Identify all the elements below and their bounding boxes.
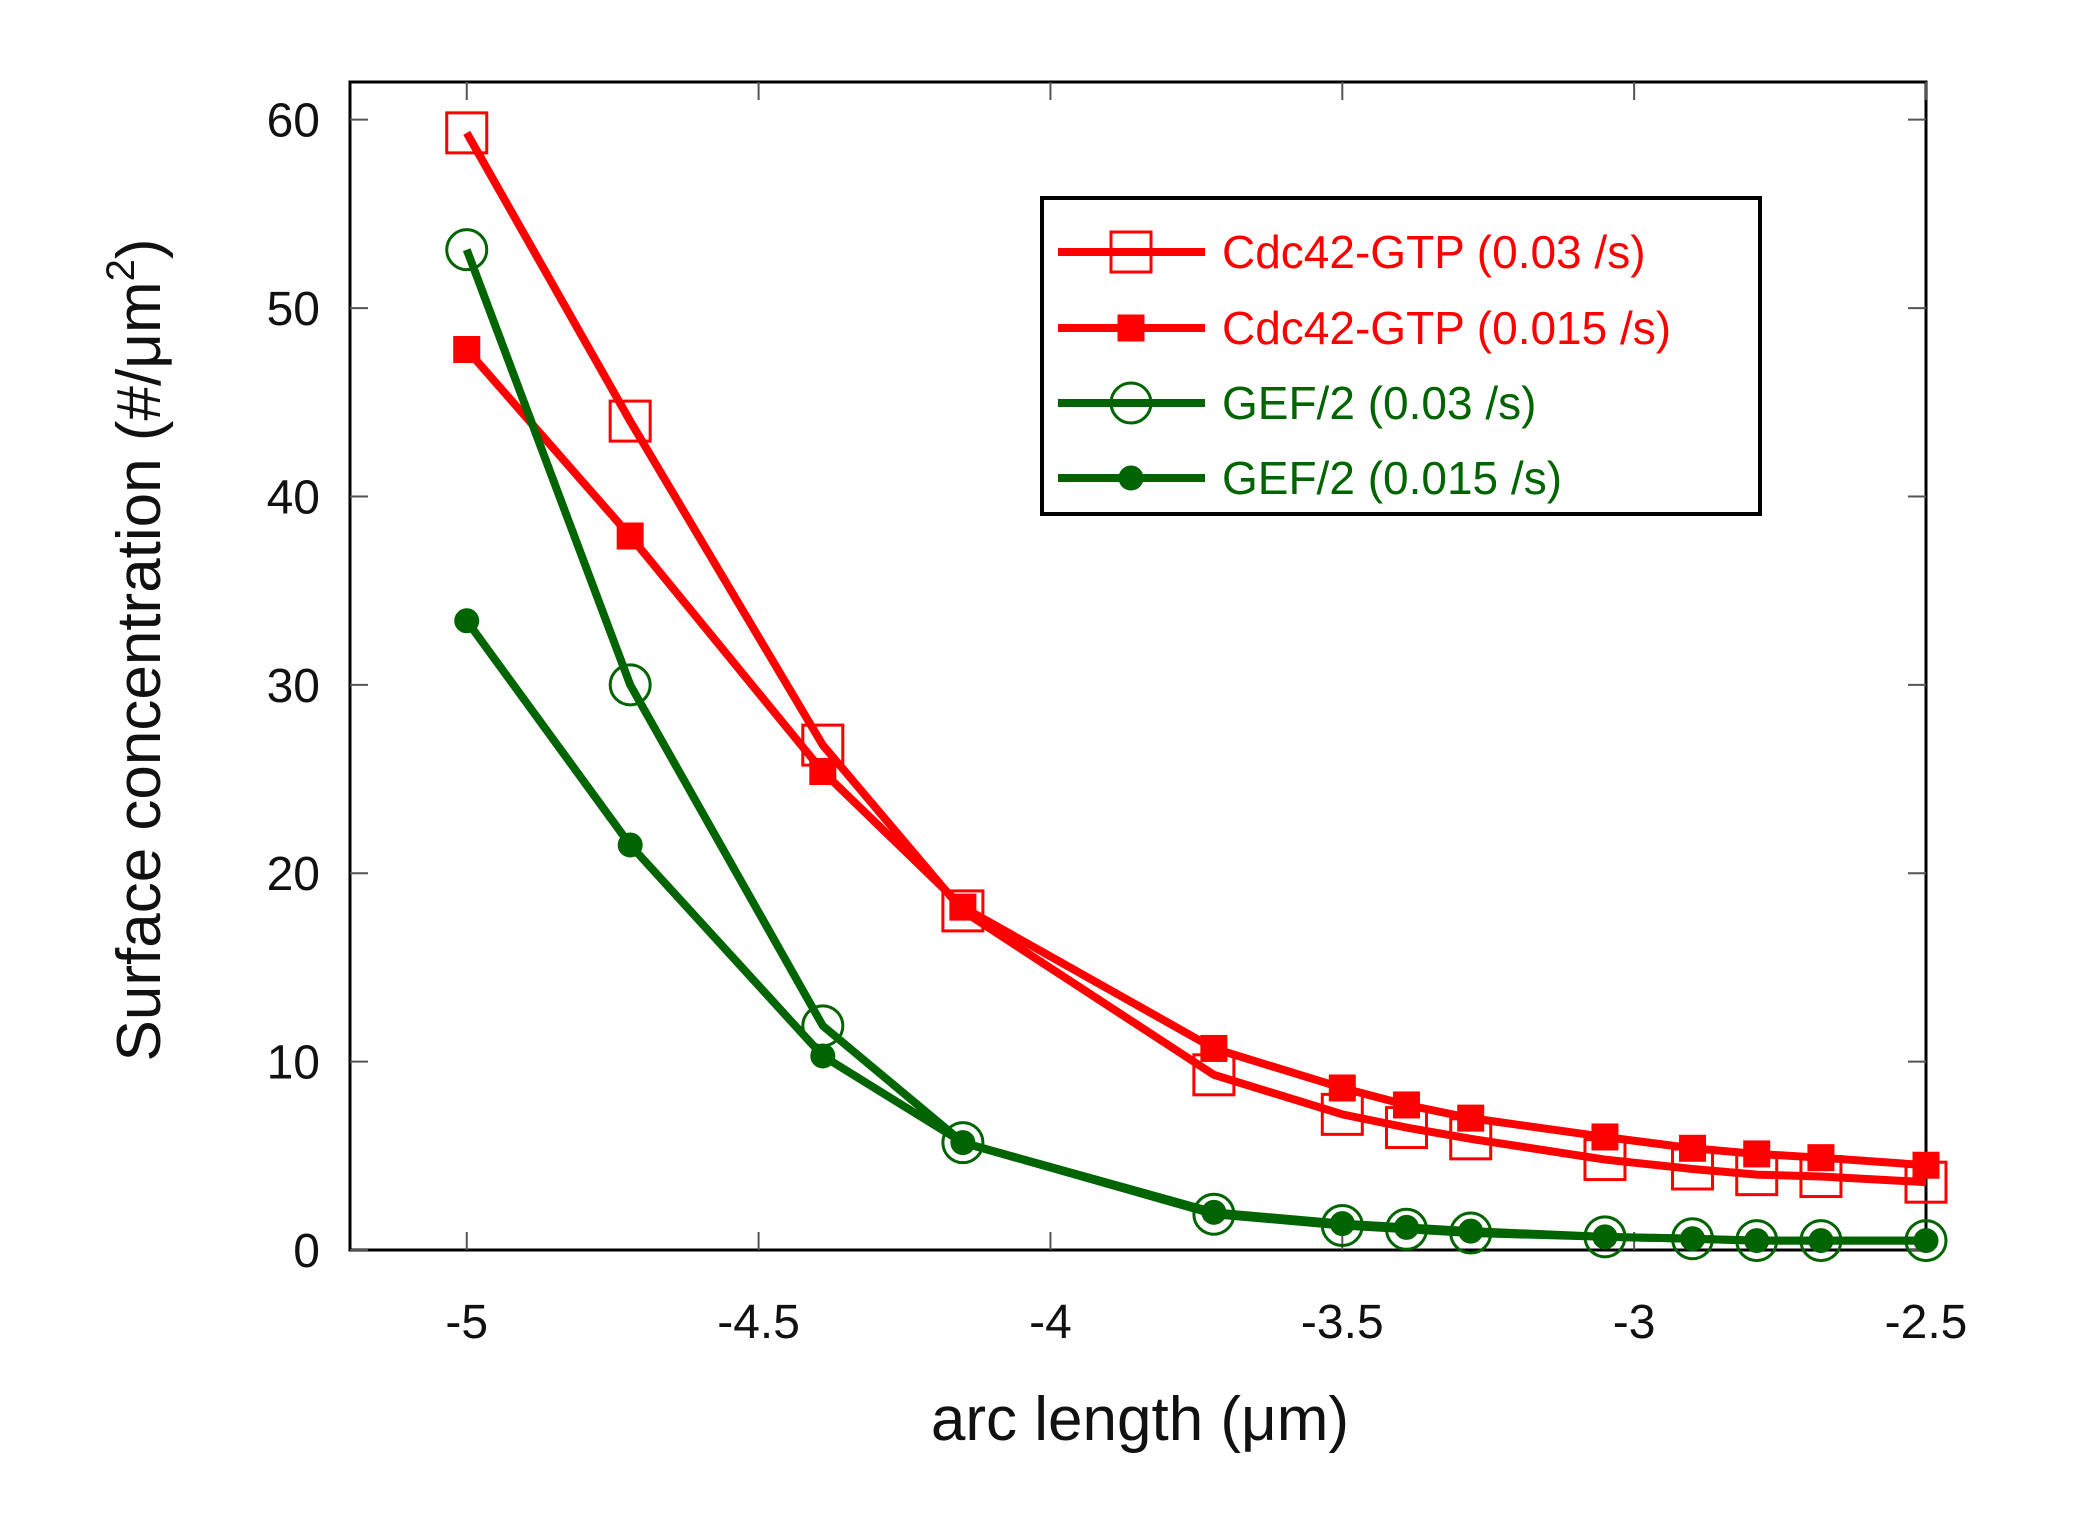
- legend-label: GEF/2 (0.015 /s): [1222, 452, 1562, 504]
- data-point: [1592, 1224, 1618, 1250]
- data-point: [941, 889, 985, 933]
- data-point: [1744, 1228, 1770, 1254]
- legend-entry: Cdc42-GTP (0.03 /s): [1058, 226, 1646, 278]
- x-tick-label: -5: [445, 1296, 488, 1349]
- data-point: [1329, 1211, 1355, 1237]
- y-tick-label: 60: [267, 95, 320, 148]
- x-tick-label: -2.5: [1885, 1296, 1968, 1349]
- data-point: [809, 757, 837, 785]
- data-point: [1680, 1226, 1706, 1252]
- x-tick-label: -4: [1029, 1296, 1072, 1349]
- legend-label: GEF/2 (0.03 /s): [1222, 377, 1536, 429]
- data-point: [950, 1130, 976, 1156]
- series-line: [463, 130, 1927, 1187]
- data-point: [1393, 1091, 1421, 1119]
- legend-label: Cdc42-GTP (0.015 /s): [1222, 302, 1671, 354]
- series-1: [453, 336, 1940, 1179]
- data-point: [810, 1043, 836, 1069]
- data-point: [1328, 1074, 1356, 1102]
- y-axis-label-superscript: 2: [99, 259, 143, 281]
- data-point: [1808, 1228, 1834, 1254]
- data-point: [617, 832, 643, 858]
- data-point: [608, 663, 652, 707]
- y-tick-label: 30: [267, 660, 320, 713]
- x-tick-label: -3.5: [1301, 1296, 1384, 1349]
- series-layer: [445, 111, 1948, 1263]
- y-tick-label: 50: [267, 283, 320, 336]
- plot-area-border: [348, 80, 1928, 1252]
- series-3: [454, 608, 1939, 1254]
- y-tick-label: 20: [267, 848, 320, 901]
- data-point: [1591, 1123, 1619, 1151]
- x-axis-label: arc length (μm): [931, 1385, 1349, 1454]
- legend-entry: Cdc42-GTP (0.015 /s): [1058, 302, 1671, 354]
- data-point: [616, 522, 644, 550]
- data-point: [1912, 1151, 1940, 1179]
- data-point: [1200, 1034, 1228, 1062]
- legend-marker: [1109, 230, 1153, 274]
- x-tick-label: -4.5: [717, 1296, 800, 1349]
- data-point: [1394, 1214, 1420, 1240]
- plot-frame: [348, 80, 1928, 1252]
- data-point: [445, 111, 489, 155]
- data-point: [1743, 1140, 1771, 1168]
- legend-label: Cdc42-GTP (0.03 /s): [1222, 226, 1646, 278]
- legend-marker: [1118, 465, 1144, 491]
- y-tick-label: 40: [267, 471, 320, 524]
- y-tick-label: 10: [267, 1037, 320, 1090]
- data-point: [1458, 1218, 1484, 1244]
- data-point: [1457, 1104, 1485, 1132]
- y-axis-label-main: Surface concentration (#/μm: [105, 281, 174, 1061]
- legend-entry: GEF/2 (0.03 /s): [1058, 377, 1536, 429]
- x-tick-label: -3: [1613, 1296, 1656, 1349]
- y-axis-ticks: 0 10 20 30 40 50 60: [267, 95, 1926, 1278]
- data-point: [949, 893, 977, 921]
- y-tick-label: 0: [293, 1225, 320, 1278]
- data-point: [445, 228, 489, 272]
- data-point: [454, 608, 480, 634]
- data-point: [941, 1121, 985, 1165]
- data-point: [1679, 1134, 1707, 1162]
- legend-marker: [1109, 381, 1153, 425]
- y-axis-label-end: ): [105, 239, 174, 260]
- data-point: [608, 399, 652, 443]
- data-point: [453, 336, 481, 364]
- legend-marker: [1117, 314, 1145, 342]
- x-axis-ticks: -5 -4.5 -4 -3.5 -3 -2.5: [445, 82, 1967, 1349]
- data-point: [1807, 1144, 1835, 1172]
- legend: Cdc42-GTP (0.03 /s) Cdc42-GTP (0.015 /s) G…: [1040, 196, 1762, 516]
- legend-entry: GEF/2 (0.015 /s): [1058, 452, 1562, 504]
- y-axis-label: Surface concentration (#/μm2): [99, 239, 174, 1062]
- data-point: [1201, 1199, 1227, 1225]
- data-point: [1913, 1228, 1939, 1254]
